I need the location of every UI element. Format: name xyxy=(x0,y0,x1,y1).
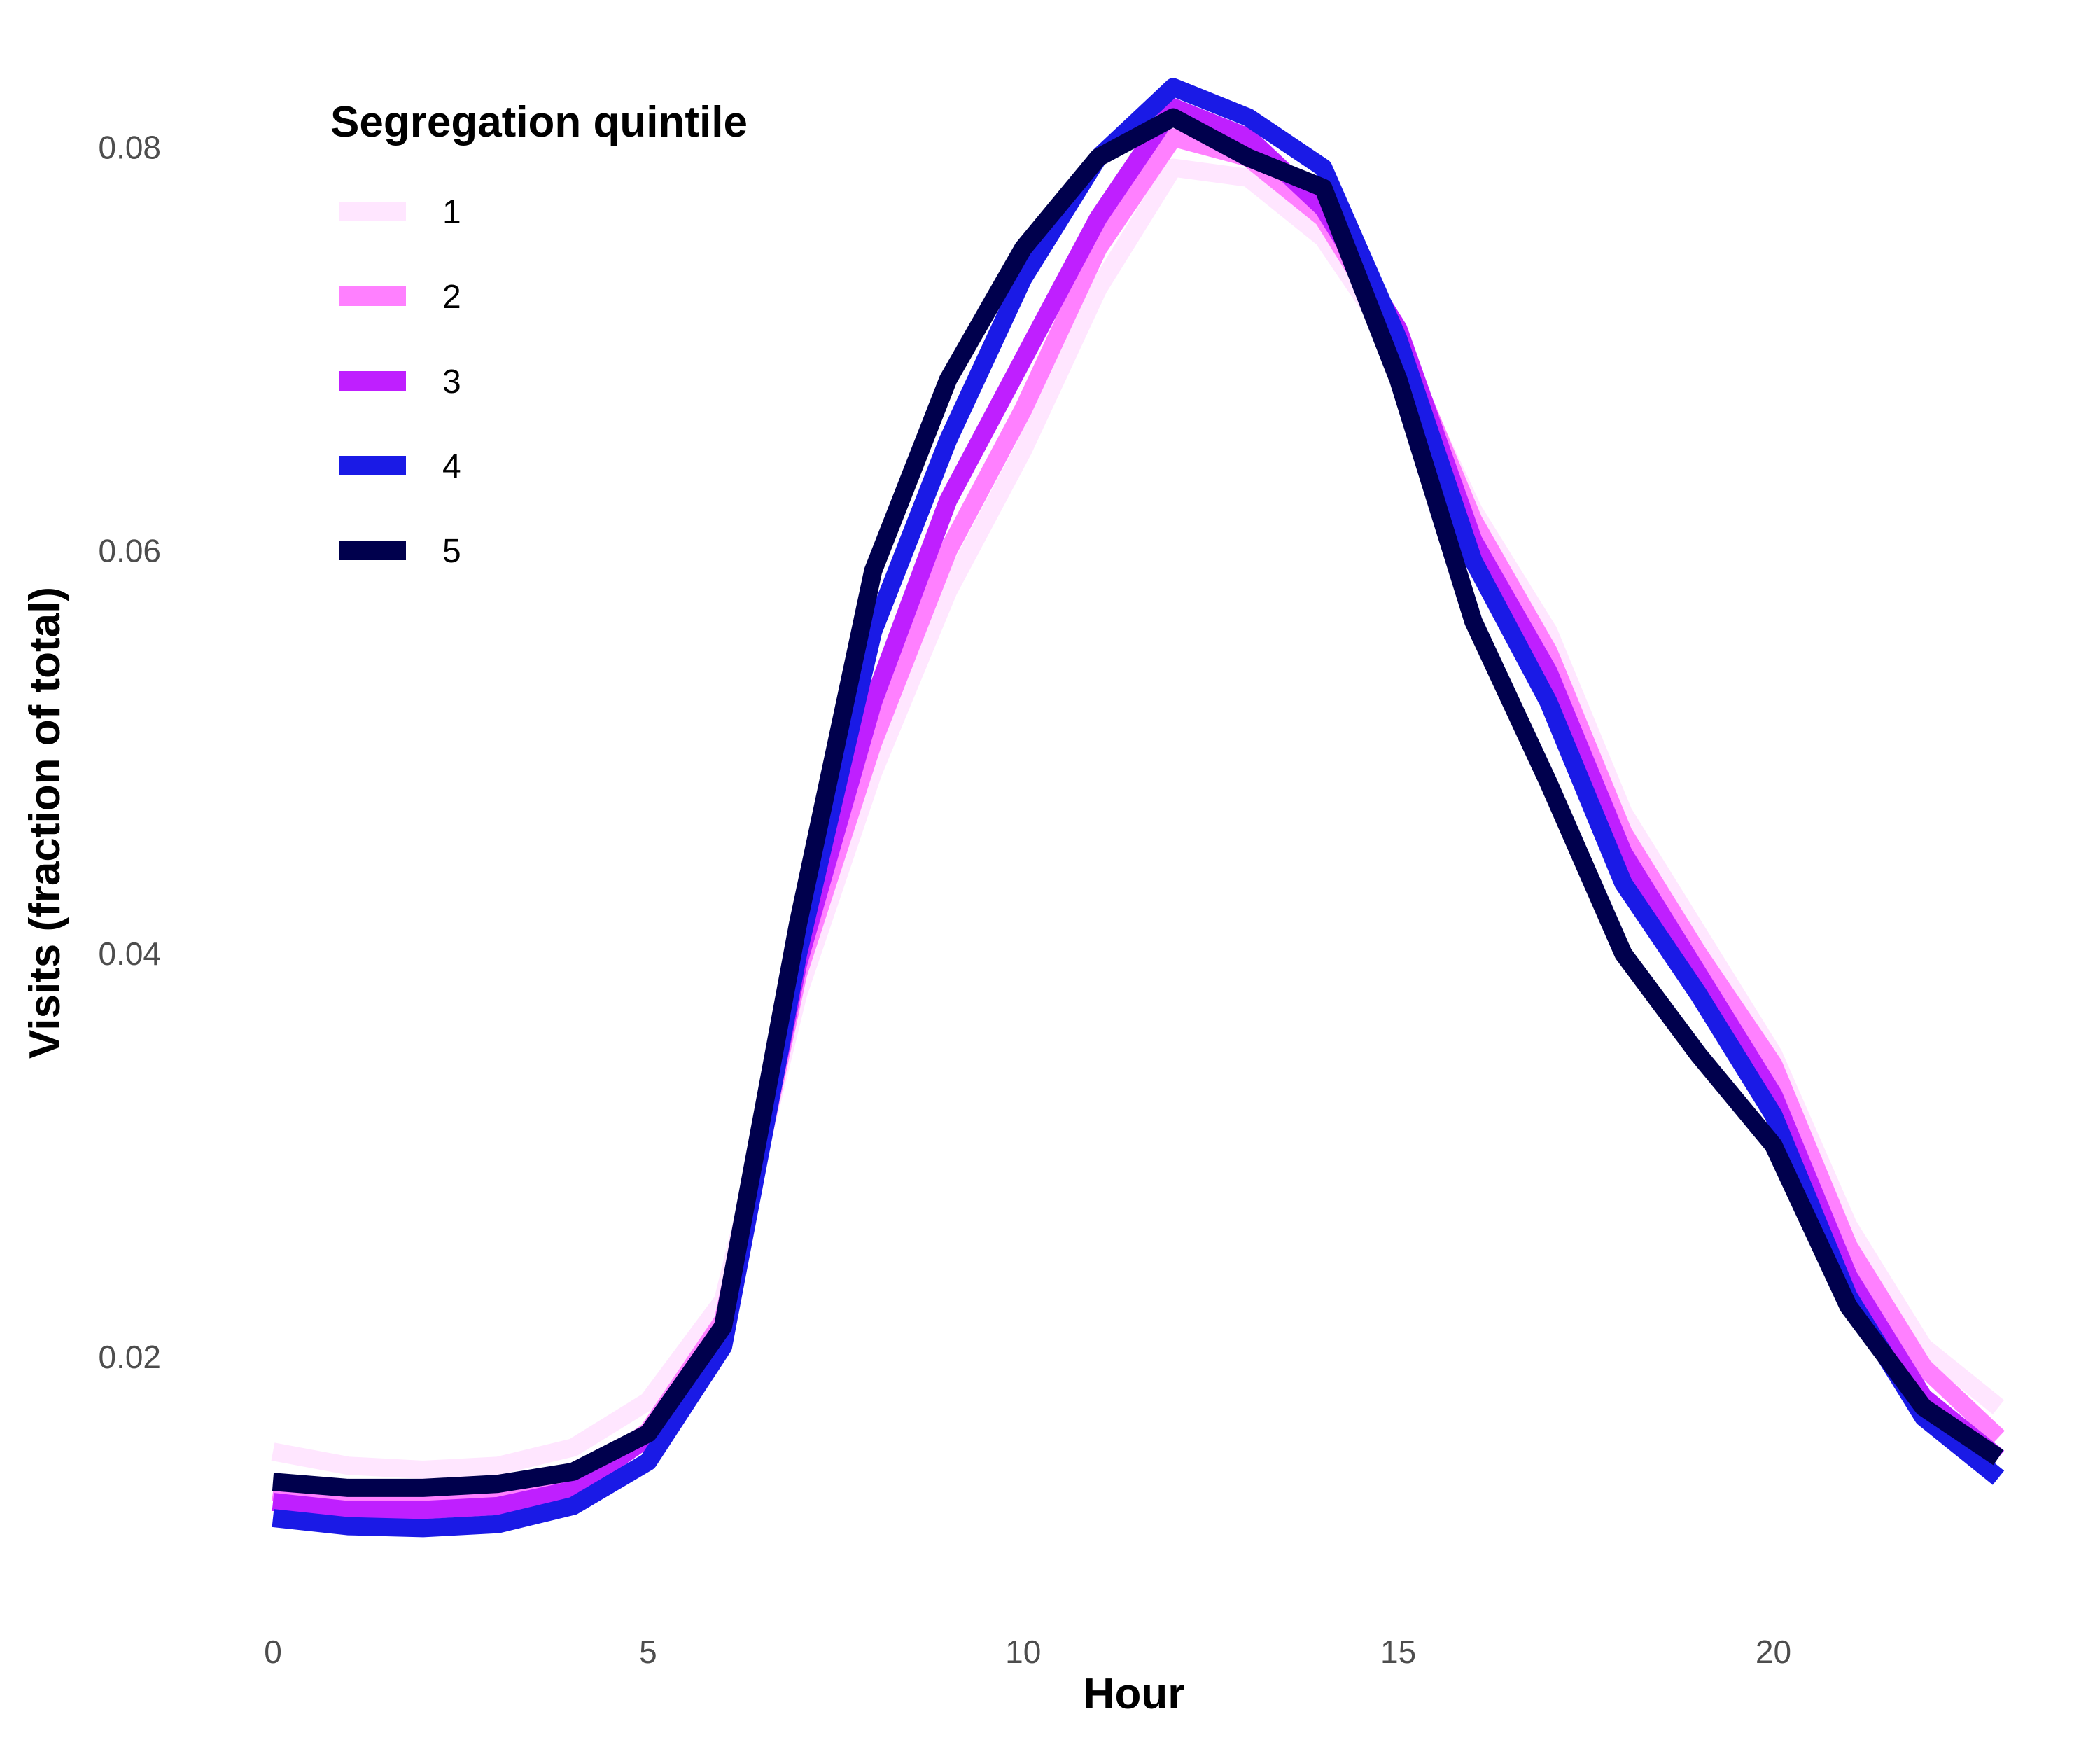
x-tick-label: 5 xyxy=(639,1634,657,1670)
x-axis-ticks: 0 5 10 15 20 xyxy=(264,1634,1791,1670)
series-lines xyxy=(271,78,2005,1538)
x-tick-label: 20 xyxy=(1756,1634,1791,1670)
series-line-2 xyxy=(272,128,2005,1513)
legend-label: 5 xyxy=(442,533,461,570)
y-tick-label: 0.06 xyxy=(98,532,161,569)
legend: Segregation quintile 1 2 3 4 5 xyxy=(330,98,748,570)
y-tick-label: 0.02 xyxy=(98,1339,161,1375)
legend-label: 2 xyxy=(442,279,461,316)
series-line-3 xyxy=(272,98,2005,1519)
legend-label: 4 xyxy=(442,448,461,485)
y-axis-title: Visits (fraction of total) xyxy=(21,587,69,1059)
y-axis-ticks: 0.02 0.04 0.06 0.08 xyxy=(98,130,161,1375)
x-axis-title: Hour xyxy=(1084,1670,1185,1718)
x-tick-label: 0 xyxy=(264,1634,282,1670)
series-line-1 xyxy=(271,158,2005,1479)
legend-items: 1 2 3 4 5 xyxy=(340,194,461,570)
x-tick-label: 10 xyxy=(1005,1634,1041,1670)
x-tick-label: 15 xyxy=(1380,1634,1416,1670)
series-line-4 xyxy=(272,78,2005,1538)
series-line-5 xyxy=(272,108,2004,1497)
legend-label: 3 xyxy=(442,363,461,401)
legend-label: 1 xyxy=(442,194,461,231)
y-tick-label: 0.08 xyxy=(98,130,161,166)
legend-title: Segregation quintile xyxy=(330,98,748,146)
y-tick-label: 0.04 xyxy=(98,935,161,972)
